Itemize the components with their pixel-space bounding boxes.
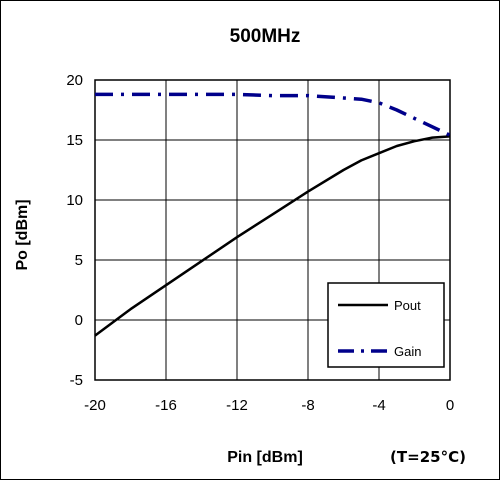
chart-title: 500MHz [230,26,301,47]
x-tick-label: -16 [155,397,177,414]
x-tick-label: -4 [372,397,385,414]
series-line-gain [95,92,451,137]
plot-border [94,79,451,381]
y-tick-label: 0 [75,312,83,329]
x-tick-label: -8 [301,397,314,414]
y-tick-label: 5 [75,252,83,269]
legend-label-pout: Pout [394,298,421,313]
legend-box [327,282,445,368]
y-tick-label: -5 [70,372,83,389]
tick-labels: -20 -16 -12 -8 -4 0 -5 0 5 10 15 20 [66,72,454,414]
x-axis-label: Pin [dBm] [227,449,303,466]
y-tick-label: 10 [66,192,83,209]
series-line-pout [94,135,451,337]
x-tick-label: -20 [84,397,106,414]
legend: Pout Gain [327,282,445,368]
y-axis-label: Po [dBm] [14,199,31,270]
legend-label-gain: Gain [394,344,421,359]
y-tick-label: 15 [66,132,83,149]
x-tick-label: -12 [226,397,248,414]
x-tick-label: 0 [446,397,454,414]
temperature-note: (T=25°C) [390,448,466,466]
y-tick-label: 20 [66,72,83,89]
series-layer [94,92,451,337]
plot-area [94,79,451,381]
